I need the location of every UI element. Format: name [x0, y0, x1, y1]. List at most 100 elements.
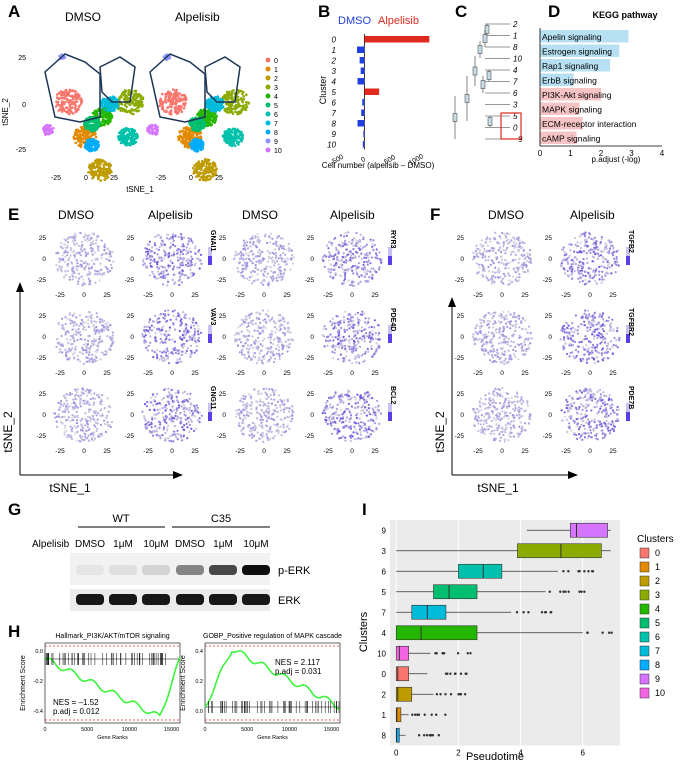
xtick: 25 — [103, 370, 111, 377]
feature-point — [245, 244, 248, 247]
bar-cluster-6 — [362, 99, 365, 106]
feature-point — [368, 326, 371, 329]
feature-point — [170, 254, 173, 257]
feature-point — [343, 321, 346, 324]
feature-point — [258, 356, 261, 359]
feature-point — [156, 265, 159, 269]
feature-point — [141, 334, 144, 337]
feature-point — [87, 325, 90, 328]
feature-point — [81, 278, 85, 281]
feature-point — [145, 346, 148, 349]
feature-point — [180, 318, 183, 321]
feature-point — [250, 320, 253, 323]
tsne-point — [65, 106, 68, 110]
panel-label-e: E — [8, 205, 20, 224]
tsne-point — [236, 105, 240, 109]
feature-point — [271, 251, 274, 254]
feature-point — [180, 350, 183, 353]
feature-point — [156, 253, 159, 256]
tsne-point — [120, 106, 123, 110]
feature-point — [358, 254, 361, 257]
feature-point — [283, 320, 286, 323]
feature-point — [246, 329, 249, 332]
feature-point — [153, 258, 156, 261]
legend-label: 4 — [274, 94, 278, 101]
feature-point — [148, 274, 152, 277]
tsne-point — [132, 130, 136, 134]
feature-point — [256, 251, 260, 254]
feature-point — [269, 341, 272, 344]
category-label: 1 — [332, 46, 336, 55]
feature-point — [257, 238, 260, 241]
feature-point — [193, 351, 196, 354]
feature-point — [58, 323, 61, 326]
feature-point — [74, 345, 77, 348]
feature-point — [364, 254, 368, 257]
feature-point — [334, 325, 337, 328]
tsne-point — [200, 121, 203, 125]
feature-point — [287, 346, 290, 349]
bar-cluster-2 — [359, 57, 365, 64]
feature-point — [258, 240, 261, 243]
feature-point — [68, 347, 71, 350]
feature-point — [351, 240, 355, 243]
feature-point — [197, 249, 201, 252]
feature-point — [329, 242, 332, 245]
feature-point — [59, 348, 62, 351]
feature-point — [329, 333, 332, 336]
ytick: 25 — [307, 235, 315, 242]
panel-a-title-alpelisib: Alpelisib — [175, 10, 220, 24]
feature-point — [144, 254, 147, 257]
feature-point — [322, 327, 325, 330]
feature-point — [270, 334, 273, 337]
feature-point — [155, 277, 158, 280]
feature-point — [268, 241, 271, 244]
feature-point — [330, 345, 333, 348]
feature-point — [240, 323, 244, 326]
ytick: 0 — [42, 256, 46, 263]
feature-point — [340, 266, 343, 269]
feature-point — [155, 247, 158, 250]
feature-point — [68, 278, 71, 281]
feature-point — [345, 248, 348, 251]
tsne-point — [68, 89, 72, 93]
tsne-point — [235, 107, 238, 110]
tsne-point — [226, 102, 229, 106]
panel-b-xlabel: Cell number (alpelisib – DMSO) — [322, 161, 435, 170]
feature-point — [234, 254, 237, 257]
feature-point — [87, 252, 90, 255]
feature-point — [165, 269, 168, 272]
feature-point — [68, 318, 72, 321]
feature-point — [59, 268, 62, 271]
feature-point — [166, 284, 169, 287]
feature-point — [250, 344, 253, 347]
feature-point — [88, 270, 91, 273]
feature-point — [108, 259, 111, 262]
feature-point — [75, 316, 78, 319]
tsne-point — [92, 164, 95, 168]
tsne-point — [221, 98, 224, 102]
feature-point — [349, 258, 352, 261]
tsne-point — [168, 96, 171, 100]
feature-point — [276, 336, 279, 339]
feature-point — [363, 266, 366, 269]
feature-point — [81, 352, 84, 355]
feature-point — [277, 319, 280, 322]
feature-point — [93, 340, 96, 343]
tsne-point — [104, 115, 107, 118]
feature-point — [377, 346, 380, 349]
feature-point — [70, 343, 73, 346]
feature-point — [69, 249, 72, 252]
feature-point — [256, 232, 259, 236]
tsne-point — [222, 105, 225, 109]
tsne-point — [234, 133, 237, 136]
ytick: 0 — [130, 334, 134, 341]
xtick: 0 — [170, 292, 174, 299]
feature-point — [332, 339, 335, 342]
feature-point — [171, 262, 174, 265]
feature-point — [339, 263, 342, 266]
feature-point — [180, 344, 183, 347]
tsne-point — [215, 167, 218, 171]
xtick: 0 — [350, 370, 354, 377]
